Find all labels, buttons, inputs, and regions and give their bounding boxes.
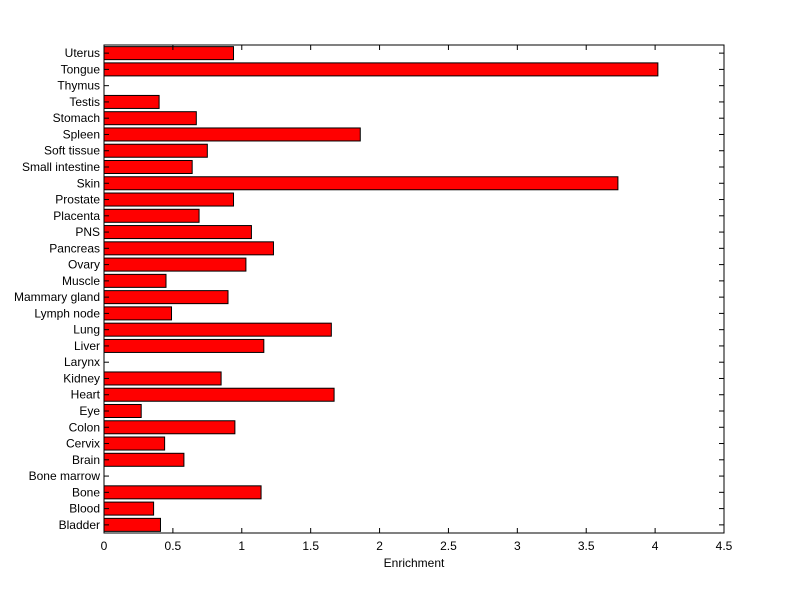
bar-kidney <box>103 371 222 386</box>
bar-eye <box>103 403 142 418</box>
y-tick-label: Brain <box>72 453 100 467</box>
bar-bone <box>103 485 262 500</box>
y-tick-label: Stomach <box>53 111 100 125</box>
y-tick-label: Bone <box>72 485 100 499</box>
bar-heart <box>103 387 335 402</box>
bar-prostate <box>103 192 235 207</box>
y-tick-label: Cervix <box>66 437 100 451</box>
plot-area-frame <box>103 44 725 534</box>
x-tick-label: 2.5 <box>440 539 457 553</box>
bar-liver <box>103 338 265 353</box>
y-tick-label: Larynx <box>64 355 100 369</box>
y-tick-label: Ovary <box>68 258 100 272</box>
bar-stomach <box>103 111 197 126</box>
y-tick-label: Lymph node <box>34 306 100 320</box>
y-tick-label: Kidney <box>63 371 100 385</box>
bar-spleen <box>103 127 361 142</box>
y-tick-label: Tongue <box>61 62 101 76</box>
x-tick-label: 2 <box>376 539 383 553</box>
x-tick-label: 0 <box>101 539 108 553</box>
x-tick-label: 4.5 <box>716 539 733 553</box>
y-tick-label: Pancreas <box>49 241 100 255</box>
bar-placenta <box>103 208 200 223</box>
y-tick-label: Skin <box>77 176 100 190</box>
y-tick-label: Colon <box>69 420 100 434</box>
y-tick-label: Bone marrow <box>29 469 101 483</box>
y-tick-label: Spleen <box>63 127 100 141</box>
bar-lung <box>103 322 332 337</box>
x-tick-label: 1.5 <box>302 539 319 553</box>
y-tick-label: Mammary gland <box>14 290 100 304</box>
y-tick-label: Testis <box>69 95 100 109</box>
x-axis-label: Enrichment <box>384 556 445 570</box>
bar-bladder <box>103 517 161 532</box>
x-axis-ticks: 0 0.5 1 1.5 2 2.5 3 3.5 4 4.5 <box>101 45 733 553</box>
bar-pns <box>103 225 252 240</box>
y-tick-label: PNS <box>75 225 100 239</box>
y-tick-label: Placenta <box>53 209 100 223</box>
bar-uterus <box>103 46 235 61</box>
x-tick-label: 3.5 <box>578 539 595 553</box>
bar-cervix <box>103 436 166 451</box>
x-tick-label: 0.5 <box>165 539 182 553</box>
x-tick-label: 1 <box>238 539 245 553</box>
bar-testis <box>103 94 160 109</box>
y-tick-label: Blood <box>69 502 100 516</box>
y-tick-label: Uterus <box>65 46 100 60</box>
y-tick-label: Thymus <box>57 79 100 93</box>
bar-blood <box>103 501 155 516</box>
y-tick-label: Muscle <box>62 274 100 288</box>
bar-mammary-gland <box>103 290 229 305</box>
y-tick-label: Small intestine <box>22 160 100 174</box>
y-tick-label: Soft tissue <box>44 144 100 158</box>
bar-ovary <box>103 257 247 272</box>
bar-small-intestine <box>103 159 193 175</box>
y-tick-label: Eye <box>79 404 100 418</box>
bar-colon <box>103 420 236 435</box>
x-tick-label: 3 <box>514 539 521 553</box>
bar-brain <box>103 452 185 467</box>
bar-pancreas <box>103 241 274 256</box>
y-axis-ticks: Bladder Blood Bone Bone marrow Brain Cervix Co… <box>14 46 724 532</box>
y-tick-label: Lung <box>73 323 100 337</box>
y-tick-label: Heart <box>71 388 101 402</box>
x-tick-label: 4 <box>652 539 659 553</box>
bar-tongue <box>103 62 659 77</box>
bar-lymph-node <box>103 306 173 321</box>
y-tick-label: Bladder <box>59 518 100 532</box>
bar-soft-tissue <box>103 143 208 158</box>
bar-skin <box>103 176 619 191</box>
bar-muscle <box>103 273 167 288</box>
y-tick-label: Liver <box>74 339 100 353</box>
y-tick-label: Prostate <box>55 193 100 207</box>
